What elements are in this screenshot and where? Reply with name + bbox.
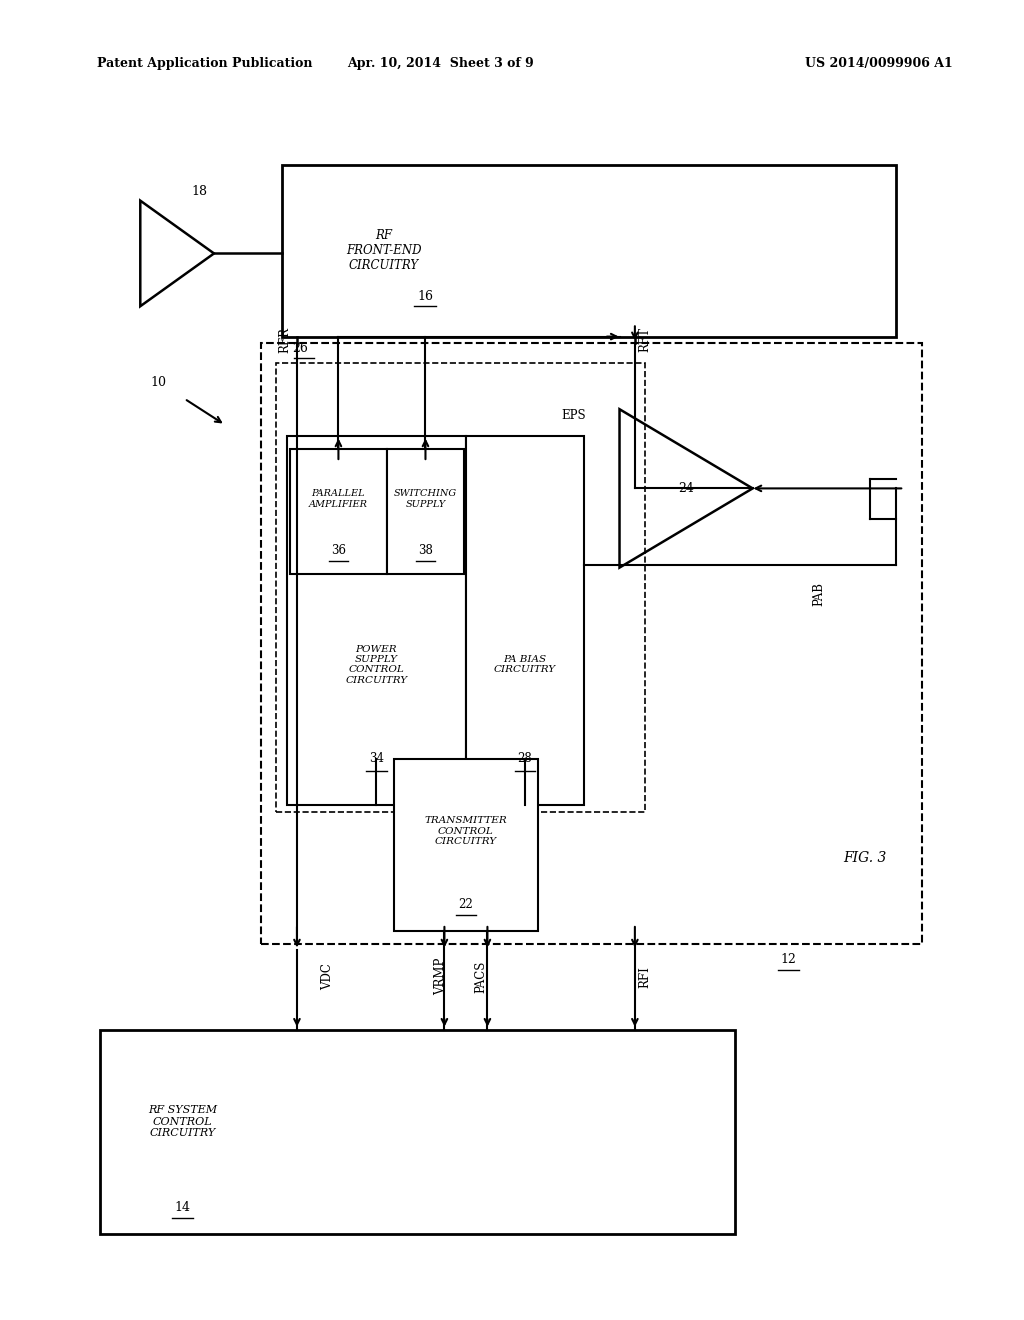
Text: PAB: PAB [813, 582, 825, 606]
Bar [261, 343, 922, 944]
Text: Apr. 10, 2014  Sheet 3 of 9: Apr. 10, 2014 Sheet 3 of 9 [347, 57, 534, 70]
Text: FIG. 3: FIG. 3 [844, 851, 887, 865]
Text: Patent Application Publication: Patent Application Publication [97, 57, 312, 70]
Bar [276, 363, 645, 812]
Text: VRMP: VRMP [434, 958, 446, 995]
Bar [387, 449, 464, 574]
Text: 26: 26 [292, 342, 308, 355]
Text: VDC: VDC [322, 964, 334, 990]
Text: PA BIAS
CIRCUITRY: PA BIAS CIRCUITRY [494, 655, 556, 675]
Bar [290, 449, 387, 574]
Text: 34: 34 [369, 752, 384, 766]
Text: PARALLEL
AMPLIFIER: PARALLEL AMPLIFIER [309, 490, 368, 508]
Bar [282, 165, 896, 337]
Text: 10: 10 [151, 376, 167, 389]
Text: RFI: RFI [639, 966, 651, 987]
Text: 36: 36 [331, 544, 346, 557]
Text: RF SYSTEM
CONTROL
CIRCUITRY: RF SYSTEM CONTROL CIRCUITRY [147, 1105, 217, 1138]
Text: SWITCHING
SUPPLY: SWITCHING SUPPLY [394, 490, 457, 508]
Bar [287, 436, 466, 805]
Bar [466, 436, 584, 805]
Text: 14: 14 [174, 1201, 190, 1214]
Text: POWER
SUPPLY
CONTROL
CIRCUITRY: POWER SUPPLY CONTROL CIRCUITRY [345, 644, 408, 685]
Text: EPS: EPS [561, 409, 586, 422]
Text: 18: 18 [191, 185, 208, 198]
Text: TRANSMITTER
CONTROL
CIRCUITRY: TRANSMITTER CONTROL CIRCUITRY [425, 816, 507, 846]
Text: 24: 24 [678, 482, 694, 495]
Text: US 2014/0099906 A1: US 2014/0099906 A1 [805, 57, 952, 70]
Text: 22: 22 [459, 898, 473, 911]
Text: RF
FRONT-END
CIRCUITRY: RF FRONT-END CIRCUITRY [346, 230, 422, 272]
Bar [100, 1030, 735, 1234]
Text: 28: 28 [517, 752, 532, 766]
Text: PACS: PACS [475, 961, 487, 993]
Text: RFT: RFT [639, 327, 651, 352]
Bar [394, 759, 538, 931]
Text: 16: 16 [417, 290, 433, 304]
Text: 12: 12 [780, 953, 797, 966]
Text: RFR: RFR [279, 327, 291, 352]
Text: 38: 38 [418, 544, 433, 557]
